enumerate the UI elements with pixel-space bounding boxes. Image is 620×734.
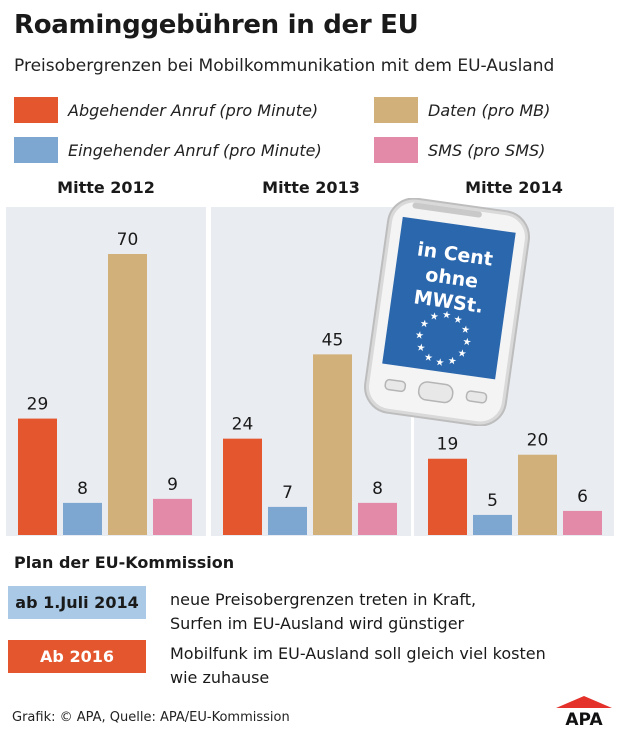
legend-item-incoming: Eingehender Anruf (pro Minute) <box>14 137 322 163</box>
phone-illustration: in Cent ohne MWSt. ★ ★★★★★★★★★★★ <box>364 198 530 426</box>
legend-swatch-outgoing <box>14 97 58 123</box>
source-footer: Grafik: © APA, Quelle: APA/EU-Kommission <box>12 710 290 725</box>
legend-label-data: Daten (pro MB) <box>428 100 551 120</box>
bar-1-3 <box>108 254 147 535</box>
svg-text:★: ★ <box>462 337 472 349</box>
chart-title: Roaminggebühren in der EU <box>14 10 419 40</box>
legend-label-sms: SMS (pro SMS) <box>428 140 546 160</box>
svg-text:★: ★ <box>460 324 470 336</box>
svg-text:★: ★ <box>423 352 433 364</box>
bar-value-label-3-4: 6 <box>577 487 588 507</box>
bar-value-label-3-3: 20 <box>527 431 549 451</box>
plan-text-2014-line2: Surfen im EU-Ausland wird günstiger <box>170 614 465 633</box>
legend-swatch-sms <box>374 137 418 163</box>
bar-3-1 <box>428 458 467 535</box>
svg-text:★: ★ <box>453 314 463 326</box>
plan-title: Plan der EU-Kommission <box>14 553 235 572</box>
svg-text:★: ★ <box>416 342 426 354</box>
period-label-2013: Mitte 2013 <box>262 178 360 197</box>
bar-2-3 <box>313 354 352 535</box>
svg-text:APA: APA <box>565 710 603 726</box>
period-label-2014: Mitte 2014 <box>465 178 563 197</box>
plan-badge-2016: Ab 2016 <box>8 640 146 673</box>
svg-text:★: ★ <box>457 348 467 360</box>
bar-value-label-1-1: 29 <box>27 395 49 415</box>
plan-text-2016-line2: wie zuhause <box>170 668 270 687</box>
bar-value-label-2-2: 7 <box>282 483 293 503</box>
svg-text:★: ★ <box>419 318 429 330</box>
svg-text:★: ★ <box>414 330 424 342</box>
plan-text-2016: Mobilfunk im EU-Ausland soll gleich viel… <box>170 642 546 690</box>
apa-logo: APA <box>556 696 612 726</box>
legend-item-data: Daten (pro MB) <box>374 97 550 123</box>
bar-1-1 <box>18 418 57 535</box>
bar-3-2 <box>473 514 512 535</box>
eu-stars-icon: ★ ★★★★★★★★★★★ <box>414 309 472 369</box>
legend-label-incoming: Eingehender Anruf (pro Minute) <box>68 140 322 160</box>
bar-value-label-1-4: 9 <box>167 475 178 495</box>
legend-item-outgoing: Abgehender Anruf (pro Minute) <box>14 97 318 123</box>
legend-item-sms: SMS (pro SMS) <box>374 137 545 163</box>
legend-label-outgoing: Abgehender Anruf (pro Minute) <box>68 100 319 120</box>
bar-2-4 <box>358 502 397 535</box>
bar-3-4 <box>563 510 602 535</box>
legend-swatch-data <box>374 97 418 123</box>
bar-value-label-3-2: 5 <box>487 491 498 511</box>
plan-text-2014: neue Preisobergrenzen treten in Kraft, S… <box>170 588 476 636</box>
svg-text:★: ★ <box>441 309 451 321</box>
period-label-2012: Mitte 2012 <box>57 178 155 197</box>
bar-1-2 <box>63 502 102 535</box>
bar-value-label-1-3: 70 <box>117 230 139 250</box>
svg-text:★: ★ <box>447 355 457 367</box>
plan-text-2016-line1: Mobilfunk im EU-Ausland soll gleich viel… <box>170 644 546 663</box>
plan-badge-2014: ab 1.Juli 2014 <box>8 586 146 619</box>
plan-text-2014-line1: neue Preisobergrenzen treten in Kraft, <box>170 590 477 609</box>
svg-text:★: ★ <box>429 311 439 323</box>
bar-value-label-1-2: 8 <box>77 479 88 499</box>
bar-value-label-3-1: 19 <box>437 435 459 455</box>
chart-subtitle: Preisobergrenzen bei Mobilkommunikation … <box>14 56 555 76</box>
bar-2-2 <box>268 506 307 535</box>
bar-3-3 <box>518 454 557 535</box>
bar-value-label-2-4: 8 <box>372 479 383 499</box>
bar-value-label-2-1: 24 <box>232 415 254 435</box>
legend-swatch-incoming <box>14 137 58 163</box>
bar-1-4 <box>153 498 192 535</box>
bar-2-1 <box>223 438 262 535</box>
svg-text:★: ★ <box>435 357 445 369</box>
bar-value-label-2-3: 45 <box>322 330 344 350</box>
